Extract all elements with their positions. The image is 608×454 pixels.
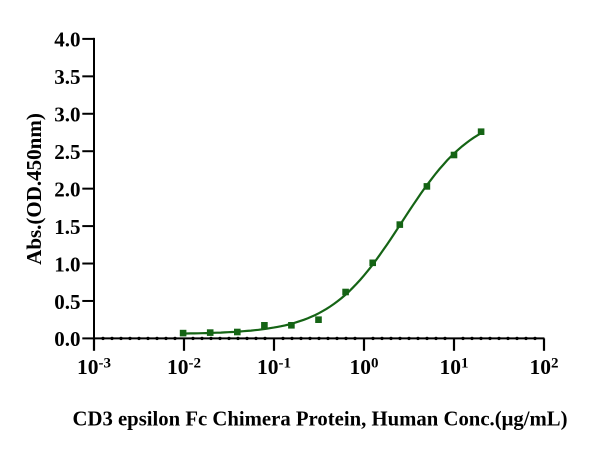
svg-text:1.5: 1.5 [54, 215, 80, 239]
svg-text:101: 101 [440, 355, 469, 379]
svg-text:2.5: 2.5 [54, 140, 80, 164]
svg-text:Abs.(OD.450nm): Abs.(OD.450nm) [22, 113, 46, 265]
svg-text:10-1: 10-1 [257, 355, 291, 379]
svg-text:100: 100 [350, 355, 379, 379]
svg-text:4.0: 4.0 [54, 28, 80, 52]
svg-text:3.0: 3.0 [54, 103, 80, 127]
svg-text:2.0: 2.0 [54, 177, 80, 201]
svg-text:3.5: 3.5 [54, 65, 80, 89]
svg-text:1.0: 1.0 [54, 252, 80, 276]
svg-text:0.5: 0.5 [54, 290, 80, 314]
svg-text:0.0: 0.0 [54, 327, 80, 351]
svg-text:CD3 epsilon Fc Chimera Protein: CD3 epsilon Fc Chimera Protein, Human Co… [73, 407, 568, 431]
svg-text:102: 102 [530, 355, 559, 379]
svg-text:10-3: 10-3 [77, 355, 111, 379]
svg-text:10-2: 10-2 [167, 355, 201, 379]
